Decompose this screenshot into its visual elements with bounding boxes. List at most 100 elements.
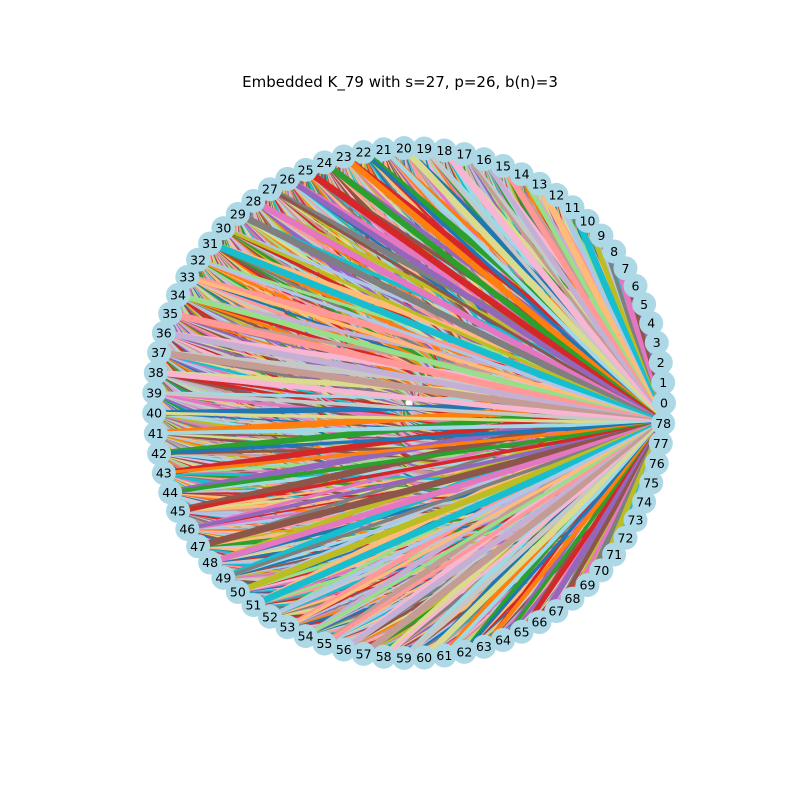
node-label: 2 bbox=[657, 355, 665, 370]
graph-node: 38 bbox=[143, 360, 168, 385]
node-label: 36 bbox=[156, 325, 172, 340]
node-label: 62 bbox=[456, 644, 472, 659]
node-label: 18 bbox=[436, 143, 452, 158]
graph-node: 13 bbox=[527, 171, 552, 196]
node-label: 0 bbox=[660, 396, 668, 411]
hub-edge bbox=[361, 420, 666, 657]
node-circle bbox=[147, 340, 172, 365]
node-label: 22 bbox=[356, 145, 372, 160]
graph-node: 6 bbox=[623, 273, 648, 298]
node-label: 70 bbox=[593, 563, 609, 578]
node-label: 28 bbox=[245, 193, 261, 208]
diagram-title: Embedded K_79 with s=27, p=26, b(n)=3 bbox=[242, 73, 558, 91]
node-label: 71 bbox=[606, 547, 622, 562]
graph-node: 22 bbox=[351, 140, 376, 165]
node-label: 73 bbox=[628, 513, 644, 528]
node-label: 3 bbox=[653, 335, 661, 350]
node-label: 53 bbox=[279, 620, 295, 635]
graph-node: 66 bbox=[527, 610, 552, 635]
hub-edge bbox=[269, 421, 665, 619]
node-label: 4 bbox=[647, 316, 655, 331]
graph-node: 59 bbox=[391, 645, 416, 670]
node-label: 29 bbox=[230, 206, 246, 221]
graph-node: 53 bbox=[275, 615, 300, 640]
hub-edge bbox=[285, 176, 665, 426]
node-circle bbox=[391, 645, 416, 670]
node-circle bbox=[602, 542, 627, 567]
graph-node: 25 bbox=[293, 157, 318, 182]
node-label: 1 bbox=[659, 375, 667, 390]
graph-node: 74 bbox=[632, 489, 657, 514]
graph-node: 45 bbox=[166, 499, 191, 524]
graph-node: 51 bbox=[241, 593, 266, 618]
node-label: 8 bbox=[610, 244, 618, 259]
node-label: 60 bbox=[416, 650, 432, 665]
graph-node: 19 bbox=[412, 136, 437, 161]
node-circle bbox=[371, 137, 396, 162]
node-label: 45 bbox=[170, 504, 186, 519]
hub-edge bbox=[155, 369, 664, 426]
node-label: 11 bbox=[565, 200, 581, 215]
graph-node: 24 bbox=[312, 150, 337, 175]
node-circle bbox=[632, 489, 657, 514]
hub-edge bbox=[208, 240, 665, 427]
node-circle bbox=[648, 431, 673, 456]
hub-edge bbox=[177, 421, 664, 513]
graph-node: 56 bbox=[331, 637, 356, 662]
node-label: 35 bbox=[162, 306, 178, 321]
graph-node: 39 bbox=[142, 380, 167, 405]
node-label: 37 bbox=[151, 345, 167, 360]
node-label: 61 bbox=[436, 648, 452, 663]
node-circle bbox=[644, 330, 669, 355]
node-label: 23 bbox=[336, 149, 352, 164]
node-label: 34 bbox=[170, 287, 186, 302]
node-circle bbox=[293, 157, 318, 182]
node-label: 14 bbox=[514, 167, 530, 182]
node-label: 56 bbox=[336, 642, 352, 657]
node-circle bbox=[623, 273, 648, 298]
node-label: 48 bbox=[202, 555, 218, 570]
graph-node: 18 bbox=[432, 138, 457, 163]
node-label: 68 bbox=[565, 591, 581, 606]
node-label: 64 bbox=[495, 633, 511, 648]
hub-edge bbox=[186, 275, 664, 426]
node-circle bbox=[412, 645, 437, 670]
node-label: 26 bbox=[279, 171, 295, 186]
graph-node: 5 bbox=[632, 292, 657, 317]
graph-node: 17 bbox=[452, 142, 477, 167]
graph-node: 60 bbox=[412, 645, 437, 670]
node-circle bbox=[651, 411, 676, 436]
graph-node: 55 bbox=[312, 631, 337, 656]
hub-edge bbox=[252, 420, 665, 609]
node-label: 13 bbox=[531, 176, 547, 191]
node-circle bbox=[491, 628, 516, 653]
node-circle bbox=[175, 264, 200, 289]
node-label: 31 bbox=[202, 236, 218, 251]
hub-edge bbox=[154, 411, 664, 425]
node-circle bbox=[613, 256, 638, 281]
node-label: 33 bbox=[179, 269, 195, 284]
node-label: 44 bbox=[162, 485, 178, 500]
graph-node: 37 bbox=[147, 340, 172, 365]
node-circle bbox=[257, 604, 282, 629]
node-circle bbox=[432, 643, 457, 668]
node-circle bbox=[613, 525, 638, 550]
graph-node: 4 bbox=[639, 311, 664, 336]
node-label: 76 bbox=[649, 456, 665, 471]
nodes-layer: 0123456789101112131415161718192021222324… bbox=[142, 136, 676, 670]
node-label: 30 bbox=[215, 221, 231, 236]
graph-node: 34 bbox=[166, 282, 191, 307]
node-label: 15 bbox=[495, 158, 511, 173]
node-circle bbox=[351, 641, 376, 666]
graph-node: 33 bbox=[175, 264, 200, 289]
graph-node: 1 bbox=[651, 370, 676, 395]
graph-node: 0 bbox=[652, 391, 676, 415]
node-label: 7 bbox=[622, 261, 630, 276]
node-circle bbox=[142, 401, 167, 426]
edges-layer bbox=[152, 145, 668, 661]
node-label: 54 bbox=[298, 629, 314, 644]
graph-node: 62 bbox=[452, 639, 477, 664]
hub-edge bbox=[169, 421, 664, 495]
node-circle bbox=[158, 301, 183, 326]
node-label: 41 bbox=[148, 426, 164, 441]
